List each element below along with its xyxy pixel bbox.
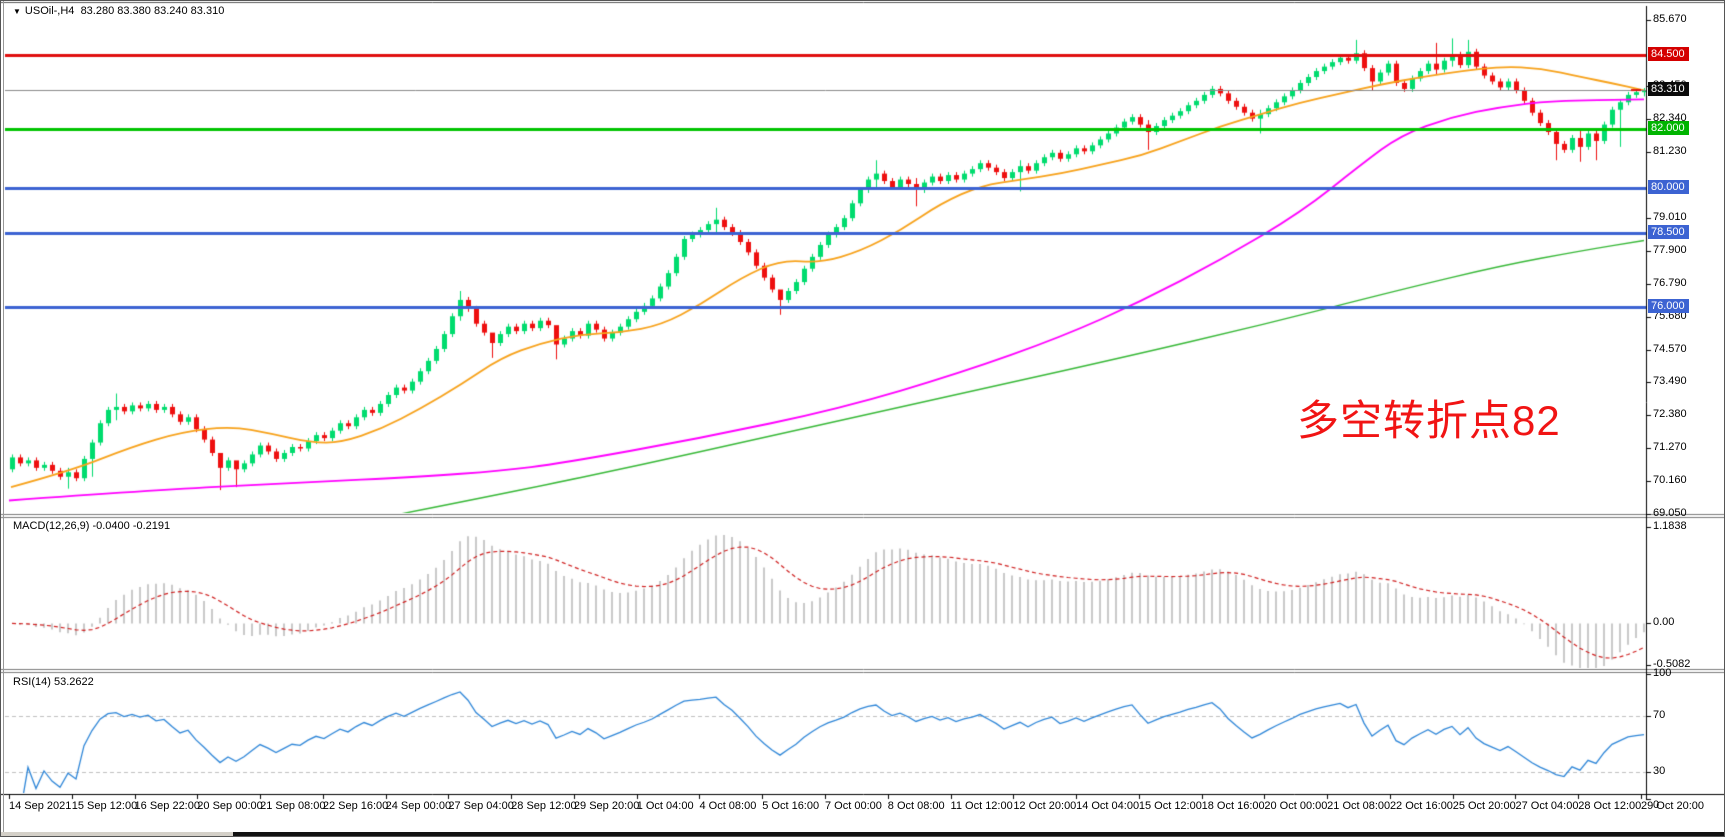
price-axis-tick-label: 79.010 — [1653, 210, 1687, 223]
time-axis-label: 14 Sep 2021 — [9, 800, 72, 812]
price-axis-tick-label: 71.270 — [1653, 440, 1687, 453]
chart-title: ▼ USOil-,H4 83.280 83.380 83.240 83.310 — [13, 5, 224, 17]
window-left-frame — [3, 1, 4, 836]
time-axis-label: 27 Sep 04:00 — [448, 800, 514, 812]
time-axis-label: 20 Oct 00:00 — [1264, 800, 1328, 812]
time-axis-label: 12 Oct 20:00 — [1013, 800, 1077, 812]
rsi-axis-tick-label: 0 — [1653, 799, 1660, 811]
price-axis-tick-label: 70.160 — [1653, 473, 1687, 486]
time-axis-label: 28 Sep 12:00 — [511, 800, 577, 812]
time-axis-label: 7 Oct 00:00 — [825, 800, 882, 812]
symbol-period-label: USOil-,H4 — [24, 5, 75, 17]
time-axis-label: 14 Oct 04:00 — [1076, 800, 1140, 812]
macd-axis-tick-label: -0.5082 — [1653, 657, 1691, 670]
macd-axis-tick-label: 0.00 — [1653, 616, 1675, 629]
price-level-badge-78.500[interactable]: 78.500 — [1648, 225, 1689, 240]
time-axis-label: 15 Sep 12:00 — [71, 800, 138, 812]
time-axis-label: 29 Sep 20:00 — [573, 800, 640, 812]
price-level-badge-82.000[interactable]: 82.000 — [1648, 121, 1689, 136]
price-axis-tick-label: 77.900 — [1653, 243, 1687, 256]
price-axis-tick-label: 72.380 — [1653, 407, 1687, 420]
price-axis-tick-label: 82.340 — [1653, 111, 1687, 124]
rsi-axis-tick-label: 100 — [1653, 667, 1672, 679]
bottom-scrollbar-track[interactable] — [1, 832, 233, 836]
price-axis-tick-label: 73.490 — [1653, 374, 1687, 387]
time-axis-label: 5 Oct 16:00 — [762, 800, 820, 812]
time-axis-label: 22 Oct 16:00 — [1389, 800, 1453, 812]
time-axis-label: 1 Oct 04:00 — [636, 800, 694, 812]
time-axis-label: 25 Oct 20:00 — [1452, 800, 1516, 812]
price-axis-tick-label: 85.670 — [1653, 12, 1687, 25]
rsi-indicator-label: RSI(14) 53.2622 — [13, 676, 94, 688]
time-axis-label: 29 Oct 20:00 — [1641, 800, 1705, 812]
time-axis-label: 22 Sep 16:00 — [322, 800, 389, 812]
macd-indicator-label: MACD(12,26,9) -0.0400 -0.2191 — [13, 520, 171, 532]
bottom-scrollbar[interactable] — [233, 832, 1724, 836]
price-level-badge-83.310[interactable]: 83.310 — [1648, 82, 1689, 97]
time-axis-label: 21 Sep 08:00 — [260, 800, 326, 812]
price-axis-tick-label: 69.050 — [1653, 506, 1687, 519]
time-axis-label: 28 Oct 12:00 — [1578, 800, 1642, 812]
chart-annotation-text: 多空转折点82 — [1297, 397, 1561, 444]
price-level-badge-84.500[interactable]: 84.500 — [1648, 46, 1689, 61]
price-axis-tick-label: 81.230 — [1653, 144, 1687, 157]
time-axis-label: 20 Sep 00:00 — [197, 800, 263, 812]
price-level-badge-76.000[interactable]: 76.000 — [1648, 299, 1689, 314]
time-axis-label: 16 Sep 22:00 — [134, 800, 200, 812]
time-axis-label: 21 Oct 08:00 — [1327, 800, 1391, 812]
time-axis-label: 8 Oct 08:00 — [887, 800, 945, 812]
time-axis-label: 15 Oct 12:00 — [1138, 800, 1202, 812]
rsi-axis-tick-label: 70 — [1653, 709, 1666, 721]
macd-axis-tick-label: 1.1838 — [1653, 520, 1687, 533]
time-axis-label: 24 Sep 00:00 — [385, 800, 452, 812]
time-axis-label: 4 Oct 08:00 — [699, 800, 757, 812]
ohlc-values-label: 83.280 83.380 83.240 83.310 — [80, 5, 225, 17]
price-level-badge-80.000[interactable]: 80.000 — [1648, 180, 1689, 195]
time-axis-label: 18 Oct 16:00 — [1201, 800, 1265, 812]
time-axis-label: 27 Oct 04:00 — [1515, 800, 1579, 812]
chevron-down-icon[interactable]: ▼ — [13, 7, 21, 16]
rsi-axis-tick-label: 30 — [1653, 765, 1666, 777]
price-axis-tick-label: 76.790 — [1653, 276, 1687, 289]
time-axis-label: 11 Oct 12:00 — [950, 800, 1013, 812]
price-axis-tick-label: 74.570 — [1653, 342, 1687, 355]
